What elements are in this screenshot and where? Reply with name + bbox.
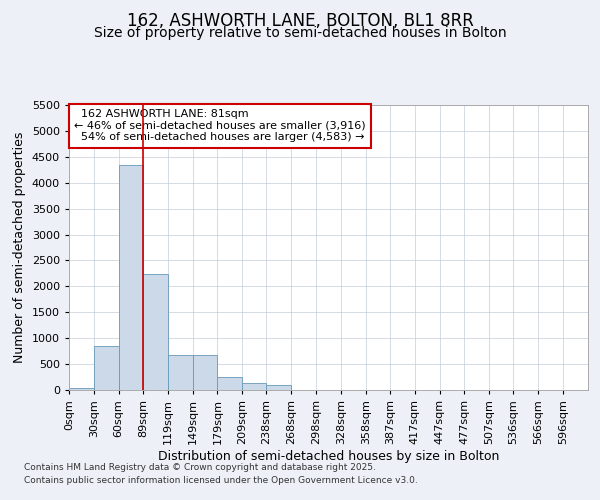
X-axis label: Distribution of semi-detached houses by size in Bolton: Distribution of semi-detached houses by … [158,450,499,462]
Bar [143,274,167,390]
Text: Contains public sector information licensed under the Open Government Licence v3: Contains public sector information licen… [24,476,418,485]
Bar [193,356,217,390]
Bar [242,384,266,390]
Bar [167,356,193,390]
Text: 162 ASHWORTH LANE: 81sqm
← 46% of semi-detached houses are smaller (3,916)
  54%: 162 ASHWORTH LANE: 81sqm ← 46% of semi-d… [74,110,366,142]
Bar [69,388,94,390]
Bar [94,346,119,390]
Y-axis label: Number of semi-detached properties: Number of semi-detached properties [13,132,26,363]
Text: Contains HM Land Registry data © Crown copyright and database right 2025.: Contains HM Land Registry data © Crown c… [24,462,376,471]
Bar [119,165,143,390]
Bar [266,386,291,390]
Text: Size of property relative to semi-detached houses in Bolton: Size of property relative to semi-detach… [94,26,506,40]
Bar [217,377,242,390]
Text: 162, ASHWORTH LANE, BOLTON, BL1 8RR: 162, ASHWORTH LANE, BOLTON, BL1 8RR [127,12,473,30]
